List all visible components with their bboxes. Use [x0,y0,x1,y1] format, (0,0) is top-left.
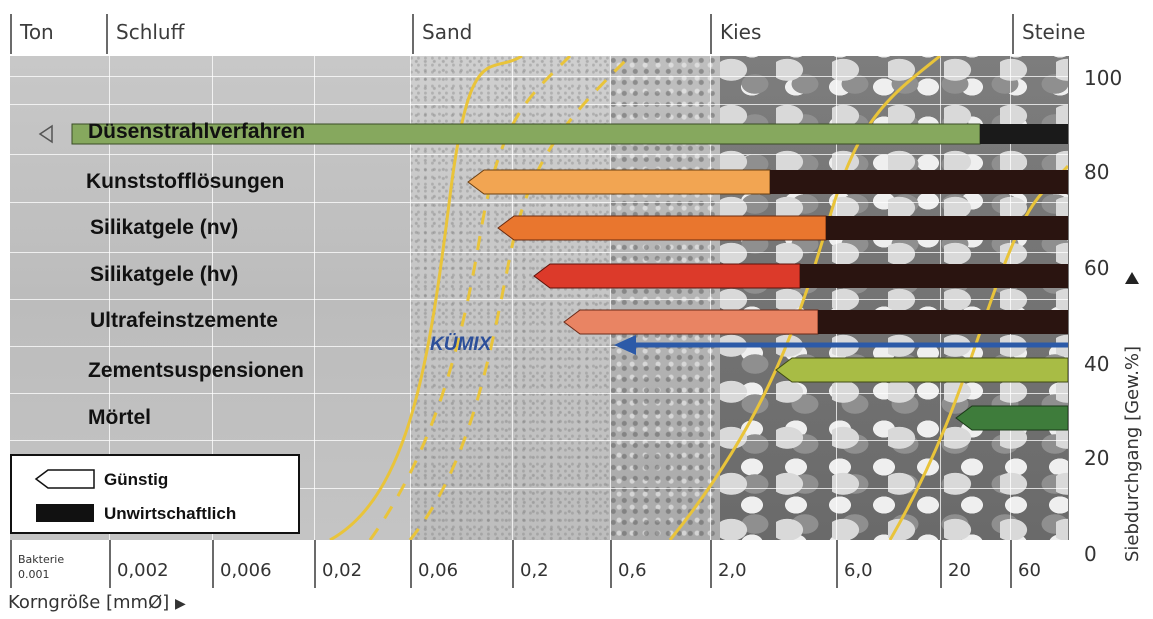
soil-class-silt: Schluff [106,14,412,54]
x-tick: 2,0 [710,540,836,588]
x-tick: 0,002 [109,540,212,588]
method-label-zement: Zementsuspensionen [88,359,304,382]
grid-line [410,56,411,540]
chart-right-edge [1068,56,1069,540]
grid-line [10,393,1068,394]
up-triangle-icon [1125,272,1139,284]
bar-kunststoff-uneconomic [770,170,1068,194]
grid-line [10,488,1068,489]
y-tick: 40 [1084,352,1110,376]
grid-line [109,56,110,540]
y-axis-title: Siebdurchgang [Gew.%] [1122,345,1143,562]
legend: Günstig Unwirtschaftlich [10,454,300,534]
method-label-silikat-nv: Silikatgele (nv) [90,216,239,239]
x-tick-bacteria-line1: Bakterie [18,553,65,566]
x-tick: 60 [1010,540,1068,588]
soil-class-header: Ton Schluff Sand Kies Steine [0,14,1100,54]
y-tick: 20 [1084,446,1110,470]
grid-line [512,56,513,540]
bar-ultrafein-favorable [563,309,819,335]
y-tick: 100 [1084,66,1123,90]
method-label-moertel: Mörtel [88,406,151,429]
y-tick: 80 [1084,160,1110,184]
grid-line [10,346,1068,347]
bar-ultrafein-uneconomic [818,310,1068,334]
x-tick: 0,6 [610,540,710,588]
bar-moertel-favorable [955,405,1068,431]
grading-curve-3 [408,56,632,540]
x-axis-title: Korngröße [mmØ] [8,592,170,613]
overlay-graphics [38,56,1068,540]
legend-uneconomic-swatch [36,504,94,522]
bar-silikat-hv-uneconomic [800,264,1068,288]
legend-uneconomic-label: Unwirtschaftlich [104,504,237,523]
x-axis: Bakterie 0.001 0,002 0,006 0,02 0,06 0,2… [10,540,1068,590]
soil-class-stones: Steine [1012,14,1100,54]
soil-class-gravel: Kies [710,14,1012,54]
bar-kunststoff-favorable [467,169,771,195]
bar-zement-favorable [775,357,1068,383]
grading-curve-2 [368,56,572,540]
grid-line [10,202,1068,203]
soil-class-clay: Ton [10,14,106,54]
bar-silikat-nv-favorable [497,215,827,241]
grid-line [10,299,1068,300]
grid-line [10,252,1068,253]
y-tick: 0 [1084,542,1097,566]
bar-silikat-nv-uneconomic [826,216,1068,240]
method-label-ultrafein: Ultrafeinstzemente [90,309,278,332]
x-tick: 0,2 [512,540,610,588]
grid-line [10,154,1068,155]
grid-line [10,76,1068,77]
x-tick: 6,0 [836,540,940,588]
grid-line [10,104,1068,105]
grid-line [314,56,315,540]
grid-line [710,56,711,540]
x-tick: 0,006 [212,540,314,588]
x-tick: 0,06 [410,540,512,588]
method-label-kunststoff: Kunststofflösungen [86,170,285,193]
method-label-silikat-hv: Silikatgele (hv) [90,263,239,286]
soil-class-sand: Sand [412,14,710,54]
grid-line [836,56,837,540]
favorable-arrow-icon [34,469,95,489]
grading-curve-1 [329,56,523,540]
x-tick: 20 [940,540,1010,588]
x-axis-title-wrap: Korngröße [mmØ] ▶ [8,592,186,613]
legend-arrow-outline [38,124,53,144]
bar-duesenstrahl-uneconomic [980,124,1068,144]
kumix-label: KÜMIX [430,334,492,355]
y-axis: 100 80 60 40 20 0 [1068,56,1153,566]
x-tick: 0,02 [314,540,410,588]
grid-line [212,56,213,540]
grain-size-chart: Düsenstrahlverfahren Kunststofflösungen … [10,56,1068,540]
y-tick: 60 [1084,256,1110,280]
legend-favorable-label: Günstig [104,470,169,489]
grid-line [1010,56,1011,540]
grid-line [10,440,1068,441]
bar-silikat-hv-favorable [533,263,801,289]
x-tick-bacteria-line2: 0.001 [18,568,50,581]
method-label-duesenstrahl: Düsenstrahlverfahren [88,120,306,143]
grid-line [610,56,611,540]
grid-line [940,56,941,540]
x-tick-bacteria: Bakterie 0.001 [10,540,109,588]
right-triangle-icon: ▶ [175,596,186,612]
kumix-arrow-head [614,335,636,355]
